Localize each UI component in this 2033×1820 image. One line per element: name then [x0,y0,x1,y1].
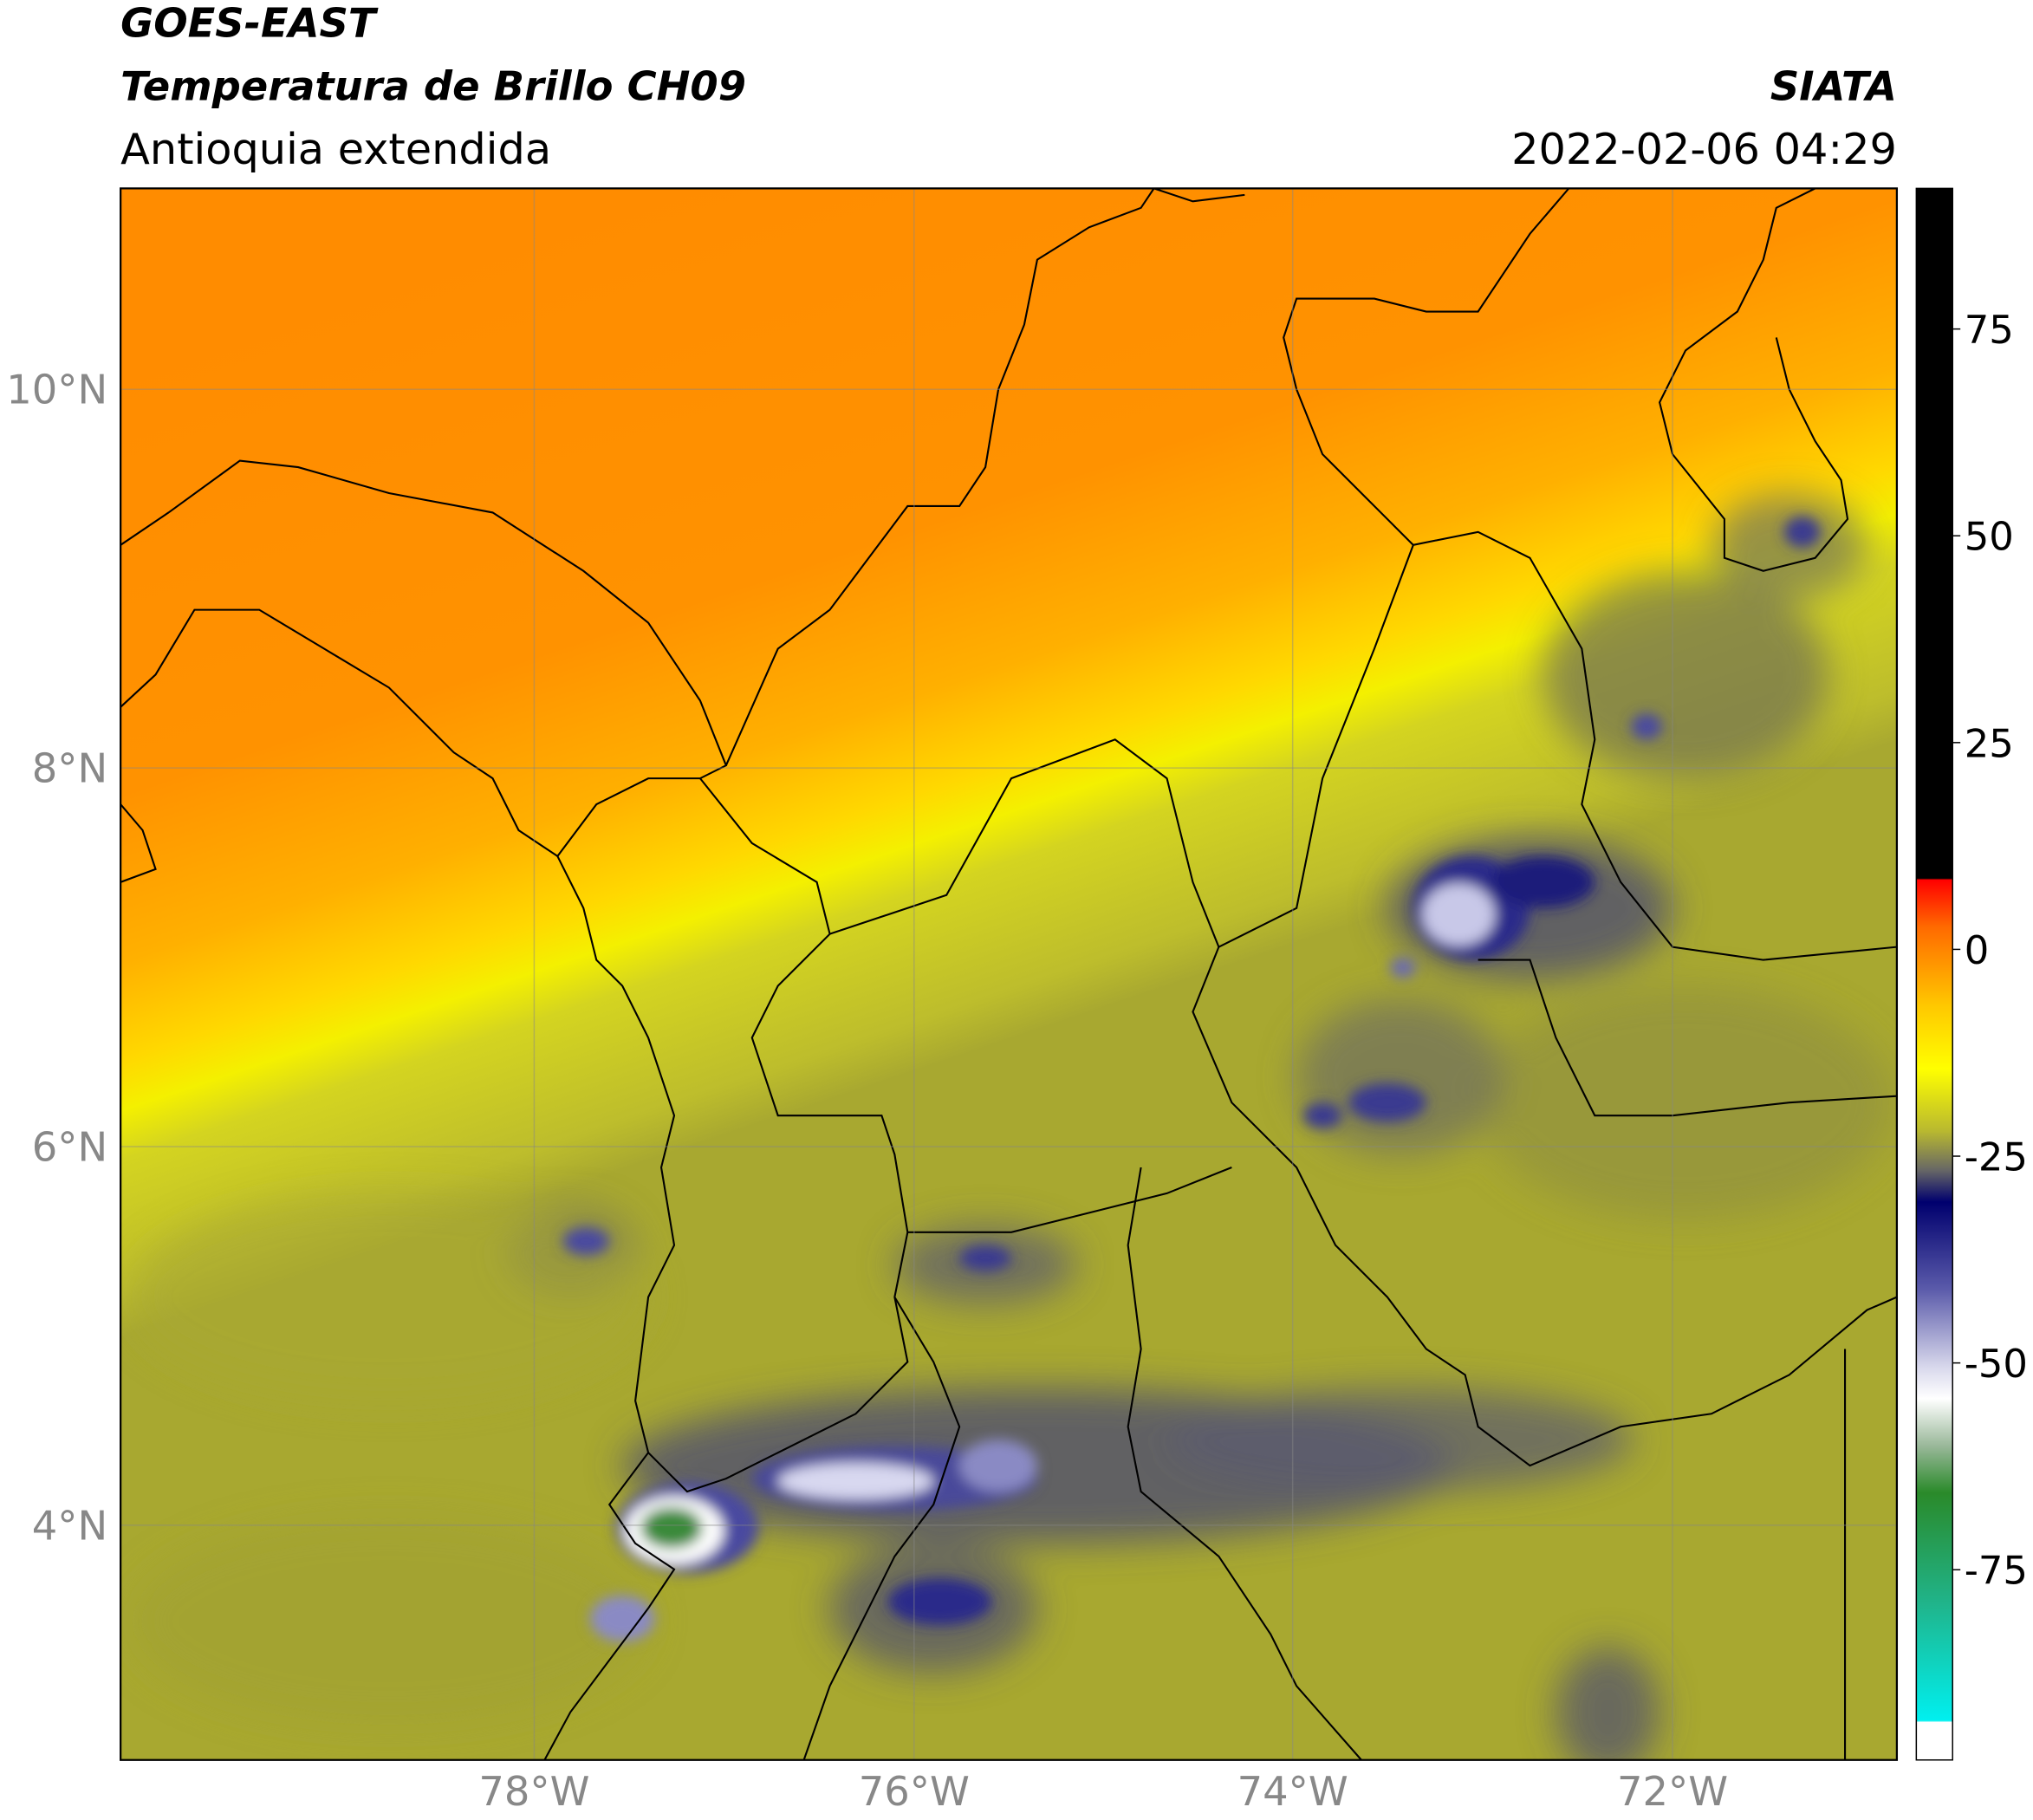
map-area [120,188,1897,1760]
colorbar-tick-label: 50 [1965,514,2014,560]
subtitle-region: Antioquia extendida [120,124,551,174]
colorbar-tick-label: 25 [1965,720,2014,766]
title-satellite: GOES-EAST [120,0,379,46]
colorbar-tick-label: -75 [1965,1548,2028,1594]
lon-label: 74°W [1237,1768,1348,1815]
borders [120,188,1897,1760]
title-product: Temperatura de Brillo CH09 [120,63,746,110]
colorbar-tick-label: 75 [1965,307,2014,353]
graticule [120,188,1897,1760]
lon-label: 76°W [859,1768,970,1815]
map-axes: 10°N 8°N 6°N 4°N 78°W 76°W 74°W 72°W [6,367,1728,1815]
lat-label: 4°N [32,1502,107,1549]
lat-label: 10°N [6,367,107,413]
colorbar-ticks: 75 50 25 0 -25 -50 -75 [1952,307,2028,1594]
colorbar-tick-label: -50 [1965,1341,2028,1387]
lat-label: 8°N [32,745,107,792]
title-agency: SIATA [1770,63,1897,110]
colorbar-tick-label: -25 [1965,1134,2028,1180]
lon-label: 78°W [478,1768,589,1815]
colorbar [1915,187,1953,1761]
map-frame [120,187,1899,1761]
lat-label: 6°N [32,1124,107,1171]
lon-label: 72°W [1617,1768,1728,1815]
convective-cores [562,516,1821,1642]
colorbar-tick-label: 0 [1965,927,1990,973]
subtitle-datetime: 2022-02-06 04:29 [1511,124,1897,174]
